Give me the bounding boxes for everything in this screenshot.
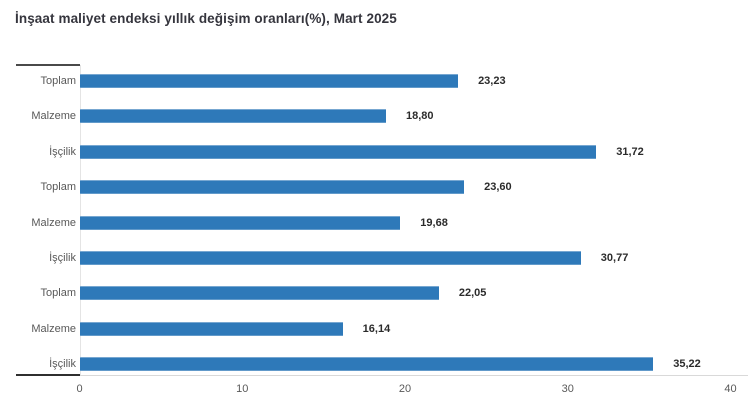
value-label: 31,72 [616, 145, 644, 158]
category-label: İşçilik [49, 252, 76, 264]
value-label: 19,68 [420, 216, 448, 229]
category-label: Toplam [40, 287, 76, 300]
x-tick-label: 20 [398, 383, 412, 395]
category-label: Toplam [40, 75, 76, 87]
bar [80, 180, 465, 195]
value-label: 23,60 [484, 181, 512, 194]
x-tick-label: 40 [724, 383, 737, 395]
bar [80, 109, 386, 124]
category-label: Malzeme [31, 322, 76, 335]
value-label: 16,14 [362, 322, 391, 335]
x-tick-label: 30 [561, 383, 574, 395]
bar [80, 251, 581, 265]
bar-row: Toplam 23,23 [0, 74, 750, 88]
bar [80, 321, 343, 336]
value-label: 23,23 [478, 75, 506, 87]
bar [80, 286, 439, 301]
bar-row: Malzeme 16,14 [0, 321, 750, 336]
category-column-top-border [16, 64, 80, 66]
bar-row: İşçilik 31,72 [0, 144, 750, 159]
x-tick-label: 0 [76, 383, 83, 395]
category-label: Toplam [40, 181, 76, 194]
x-tick-label: 10 [236, 383, 249, 395]
bar-row: Malzeme 18,80 [0, 109, 750, 124]
category-label: İşçilik [49, 145, 76, 158]
bar-row: Toplam 23,60 [0, 180, 750, 195]
bar [80, 74, 459, 88]
bar-row: Malzeme 19,68 [0, 215, 750, 230]
value-label: 30,77 [600, 252, 629, 264]
bar [80, 215, 401, 230]
value-label: 35,22 [673, 358, 701, 371]
x-axis-baseline [80, 374, 748, 376]
chart-title: İnşaat maliyet endeksi yıllık değişim or… [15, 11, 397, 26]
value-label: 18,80 [405, 110, 434, 123]
bar [80, 144, 597, 159]
value-label: 22,05 [458, 287, 487, 300]
category-label: Malzeme [31, 216, 76, 229]
category-column-bottom-border [16, 374, 80, 376]
bar-row: İşçilik 30,77 [0, 251, 750, 265]
bar [80, 357, 654, 372]
bar-row: İşçilik 35,22 [0, 357, 750, 372]
category-label: İşçilik [49, 358, 76, 371]
category-label: Malzeme [31, 110, 76, 123]
bar-row: Toplam 22,05 [0, 286, 750, 301]
